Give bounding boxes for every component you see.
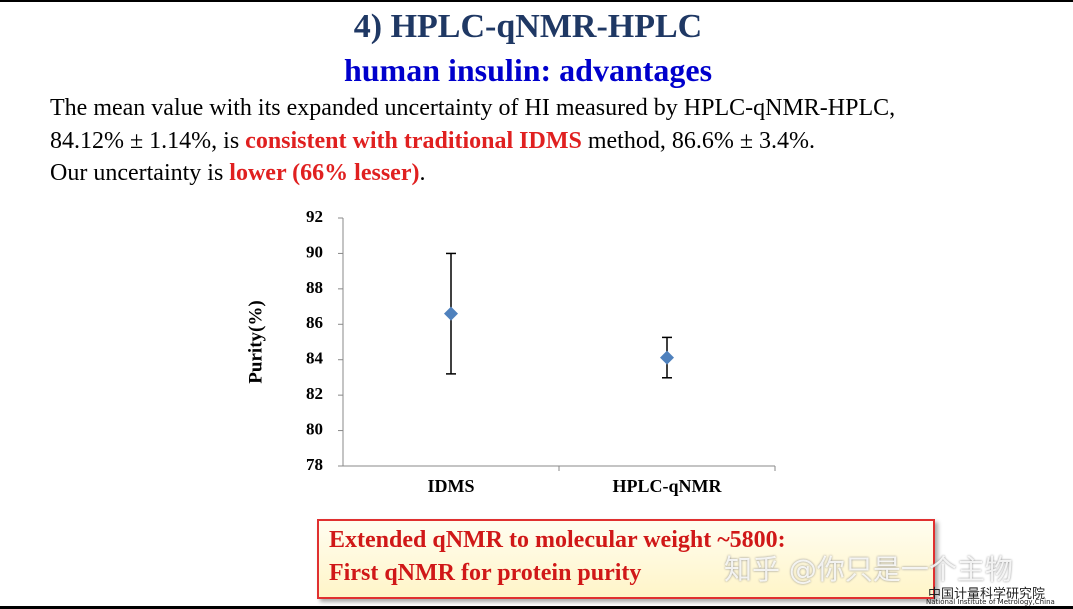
text: Our uncertainty is <box>50 160 230 186</box>
point <box>444 306 458 321</box>
y-tick-label: 82 <box>306 384 323 403</box>
y-tick-label: 78 <box>306 455 323 474</box>
callout-line: First qNMR for protein purity <box>329 560 642 586</box>
text: method, 86.6% ± 3.4%. <box>581 127 816 154</box>
x-tick-label: HPLC-qNMR <box>613 476 723 496</box>
callout-line: Extended qNMR to molecular weight ~5800: <box>329 527 786 553</box>
y-tick-label: 92 <box>306 207 323 226</box>
y-axis-label: Purity(%) <box>245 300 266 383</box>
y-tick-label: 90 <box>306 242 323 261</box>
paragraph-line: 84.12% ± 1.14%, is consistent with tradi… <box>50 128 815 155</box>
emphasis-text: consistent with traditional IDMS <box>245 127 582 154</box>
emphasis-text: lower (66% lesser) <box>229 160 420 186</box>
bottom-border <box>0 606 1073 609</box>
paragraph-line: The mean value with its expanded uncerta… <box>50 95 895 122</box>
y-tick-label: 84 <box>306 349 324 368</box>
y-tick-label: 86 <box>306 313 323 332</box>
logo-name: 中国计量科学研究院 <box>928 587 1046 602</box>
slide-subtitle: human insulin: advantages <box>343 52 713 88</box>
text: The mean value with its expanded uncerta… <box>50 95 896 121</box>
text: 84.12% ± 1.14%, is <box>50 127 246 154</box>
slide-title: 4) HPLC-qNMR-HPLC <box>353 8 703 45</box>
top-border <box>0 0 1073 2</box>
x-tick-label: IDMS <box>427 476 474 496</box>
paragraph-line: Our uncertainty is lower (66% lesser). <box>50 160 425 187</box>
callout-box: Extended qNMR to molecular weight ~5800:… <box>317 519 935 599</box>
text: . <box>419 160 426 186</box>
logo-english: National Institute of Metrology,China <box>926 598 1055 606</box>
point <box>660 350 674 365</box>
y-tick-label: 80 <box>306 419 323 438</box>
y-tick-label: 88 <box>306 278 323 297</box>
watermark: 知乎 @你只是一个主物 <box>724 553 1013 586</box>
